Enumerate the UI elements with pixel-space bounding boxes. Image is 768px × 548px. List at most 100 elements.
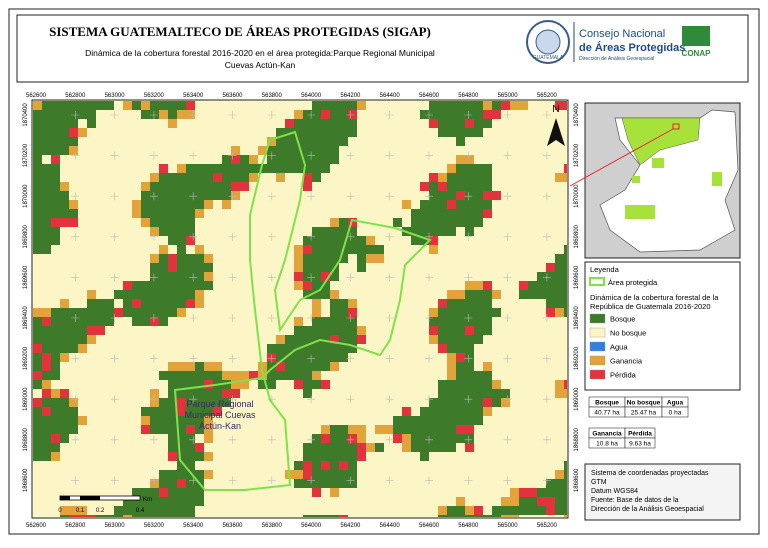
- cover-cell: [195, 200, 204, 209]
- cover-cell: [438, 389, 447, 398]
- cover-cell: [69, 398, 78, 407]
- cover-cell: [222, 389, 231, 398]
- cover-cell: [60, 182, 69, 191]
- cover-cell: [294, 146, 303, 155]
- cover-cell: [294, 326, 303, 335]
- cover-cell: [141, 191, 150, 200]
- y-coord-label: 1869800: [574, 224, 580, 248]
- cover-cell: [294, 254, 303, 263]
- cover-cell: [303, 389, 312, 398]
- graticule: [228, 395, 237, 404]
- cover-cell: [456, 362, 465, 371]
- cover-cell: [249, 173, 258, 182]
- graticule: [542, 435, 551, 444]
- cover-cell: [312, 254, 321, 263]
- graticule: [385, 476, 394, 485]
- cover-cell: [168, 416, 177, 425]
- x-coord-label: 564000: [301, 93, 322, 99]
- graticule: [542, 273, 551, 282]
- cover-cell: [375, 425, 384, 434]
- cover-cell: [42, 191, 51, 200]
- cover-cell: [186, 380, 195, 389]
- x-coord-label: 564400: [380, 93, 401, 99]
- cover-cell: [330, 146, 339, 155]
- cover-cell: [339, 461, 348, 470]
- cover-cell: [438, 326, 447, 335]
- cover-cell: [168, 182, 177, 191]
- cover-cell: [195, 407, 204, 416]
- cover-cell: [249, 164, 258, 173]
- cover-cell: [564, 281, 567, 290]
- cover-cell: [537, 281, 546, 290]
- cover-cell: [177, 470, 186, 479]
- cover-cell: [429, 335, 438, 344]
- cover-cell: [330, 488, 339, 497]
- graticule: [71, 151, 80, 160]
- graticule: [228, 273, 237, 282]
- cover-cell: [465, 416, 474, 425]
- graticule: [464, 435, 473, 444]
- graticule: [503, 111, 512, 119]
- cover-cell: [258, 146, 267, 155]
- x-coord-label: 563000: [105, 93, 126, 99]
- cover-cell: [339, 101, 348, 110]
- cover-cell: [330, 110, 339, 119]
- cover-cell: [150, 218, 159, 227]
- cover-cell: [537, 290, 546, 299]
- cover-cell: [204, 371, 213, 380]
- header-box: [16, 14, 749, 83]
- cover-cell: [168, 398, 177, 407]
- cover-cell: [330, 236, 339, 245]
- cover-cell: [330, 137, 339, 146]
- cover-cell: [150, 191, 159, 200]
- cover-cell: [555, 272, 564, 281]
- cover-cell: [204, 182, 213, 191]
- cover-cell: [141, 506, 150, 515]
- cover-cell: [69, 515, 78, 517]
- cover-cell: [348, 470, 357, 479]
- cover-cell: [33, 110, 42, 119]
- cover-cell: [438, 407, 447, 416]
- cover-cell: [303, 182, 312, 191]
- cover-cell: [177, 290, 186, 299]
- cover-cell: [465, 308, 474, 317]
- cover-cell: [330, 470, 339, 479]
- legend-title: Leyenda: [590, 265, 620, 274]
- cover-cell: [159, 218, 168, 227]
- cover-cell: [168, 110, 177, 119]
- cover-cell: [420, 434, 429, 443]
- cover-cell: [60, 308, 69, 317]
- cover-cell: [501, 506, 510, 515]
- table-cell: [624, 437, 656, 449]
- cover-cell: [456, 317, 465, 326]
- cover-cell: [294, 470, 303, 479]
- cover-cell: [321, 164, 330, 173]
- cover-cell: [411, 218, 420, 227]
- x-coord-label: 564200: [340, 523, 361, 529]
- cover-cell: [69, 407, 78, 416]
- cover-cell: [51, 110, 60, 119]
- cover-cell: [456, 155, 465, 164]
- cover-cell: [420, 200, 429, 209]
- note-line: Datum WGS84: [591, 488, 638, 495]
- graticule: [464, 232, 473, 241]
- graticule: [464, 314, 473, 322]
- cover-cell: [222, 191, 231, 200]
- cover-cell: [339, 227, 348, 236]
- cover-cell: [285, 155, 294, 164]
- cover-cell: [312, 236, 321, 245]
- cover-cell: [339, 425, 348, 434]
- cover-cell: [456, 506, 465, 515]
- cover-cell: [204, 164, 213, 173]
- cover-cell: [168, 380, 177, 389]
- cover-cell: [60, 119, 69, 128]
- graticule: [228, 151, 237, 160]
- graticule: [267, 354, 276, 363]
- cover-cell: [312, 443, 321, 452]
- cover-cell: [186, 218, 195, 227]
- inset-area: [625, 205, 655, 219]
- cover-cell: [294, 128, 303, 137]
- graticule: [385, 151, 394, 160]
- cover-cell: [456, 416, 465, 425]
- cover-cell: [474, 515, 483, 517]
